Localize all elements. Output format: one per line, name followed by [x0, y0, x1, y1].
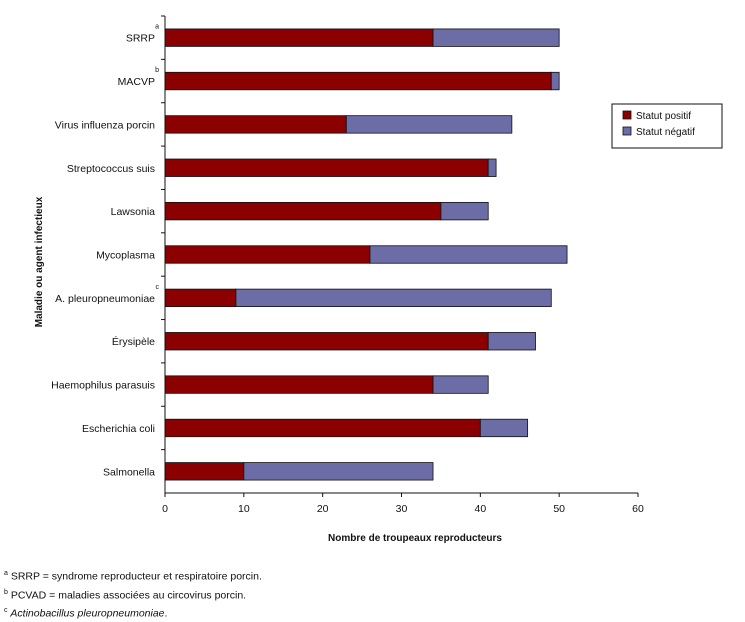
bar-positive-10 — [164, 462, 245, 481]
footnote-c-text: Actinobacillus pleuropneumoniae — [10, 607, 165, 620]
bar-negative-8 — [432, 375, 489, 394]
y-axis-title: Maladie ou agent infectieux — [34, 196, 45, 327]
x-tick-label-6: 60 — [632, 503, 644, 515]
legend-swatch-1 — [622, 126, 632, 136]
bar-negative-9 — [479, 418, 529, 438]
category-label-4: Lawsonia — [111, 206, 156, 218]
footnote-c-marker: c — [4, 607, 8, 614]
x-tick-label-5: 50 — [553, 503, 565, 515]
category-label-1: MACVP — [118, 76, 155, 88]
footnote-b-marker: b — [4, 588, 8, 596]
bar-positive-7 — [164, 332, 489, 351]
bar-positive-0 — [164, 28, 434, 47]
bar-positive-6 — [164, 288, 237, 308]
bar-positive-3 — [164, 158, 489, 177]
bar-negative-1 — [550, 71, 560, 91]
bar-negative-4 — [440, 201, 489, 221]
bar-positive-4 — [164, 201, 442, 221]
category-label-6: A. pleuropneumoniae — [55, 293, 155, 305]
footnote-b-text: PCVAD = maladies associées au circovirus… — [10, 589, 247, 601]
bar-negative-10 — [243, 462, 434, 481]
bar-positive-9 — [164, 418, 481, 438]
category-label-9: Escherichia coli — [82, 423, 155, 435]
legend-label-0: Statut positif — [636, 111, 691, 122]
footnote-c: c Actinobacillus pleuropneumoniae. — [4, 603, 262, 622]
bar-negative-6 — [235, 288, 552, 308]
category-label-5: Mycoplasma — [96, 250, 155, 262]
footnote-a: a SRRP = syndrome reproducteur et respir… — [4, 566, 262, 585]
bar-negative-3 — [487, 158, 497, 177]
legend-label-1: Statut négatif — [636, 127, 695, 138]
bars-group — [164, 28, 568, 481]
footnote-b: b PCVAD = maladies associées au circovir… — [4, 585, 262, 604]
x-tick-label-2: 20 — [317, 503, 329, 515]
footnote-a-marker: a — [4, 570, 8, 577]
footnote-a-text: SRRP = syndrome reproducteur et respirat… — [10, 570, 262, 583]
category-label-7: Érysipèle — [112, 335, 155, 348]
bar-negative-0 — [432, 28, 560, 47]
x-tick-label-4: 40 — [474, 503, 486, 515]
category-superscript-1: b — [155, 67, 159, 74]
bar-negative-7 — [487, 332, 536, 351]
legend: Statut positif Statut négatif — [611, 103, 723, 149]
category-label-10: Salmonella — [103, 466, 155, 478]
footnotes: a SRRP = syndrome reproducteur et respir… — [4, 566, 262, 622]
bar-positive-5 — [164, 245, 371, 264]
category-superscript-0: a — [155, 24, 159, 31]
category-label-0: SRRP — [126, 33, 155, 45]
axes-group: 0 10 20 30 40 50 60 Nombre de troupeaux reprodu… — [34, 15, 644, 544]
bar-positive-2 — [164, 115, 347, 134]
x-axis-title: Nombre de troupeaux reproducteurs — [328, 533, 502, 544]
x-tick-label-3: 30 — [396, 503, 408, 515]
stacked-bar-chart: 0 10 20 30 40 50 60 Nombre de troupeaux reprodu… — [34, 15, 723, 544]
x-tick-label-0: 0 — [162, 503, 168, 515]
bar-negative-2 — [345, 115, 513, 134]
legend-swatch-0 — [622, 110, 632, 120]
category-label-3: Streptococcus suis — [67, 163, 155, 175]
bar-negative-5 — [369, 245, 568, 264]
bar-positive-8 — [164, 375, 434, 394]
category-label-8: Haemophilus parasuis — [51, 380, 155, 392]
category-superscript-6: c — [156, 284, 160, 291]
category-label-2: Virus influenza porcin — [55, 119, 155, 131]
x-tick-label-1: 10 — [238, 503, 250, 515]
footnote-c-suffix: . — [164, 607, 168, 620]
bar-positive-1 — [164, 71, 552, 91]
